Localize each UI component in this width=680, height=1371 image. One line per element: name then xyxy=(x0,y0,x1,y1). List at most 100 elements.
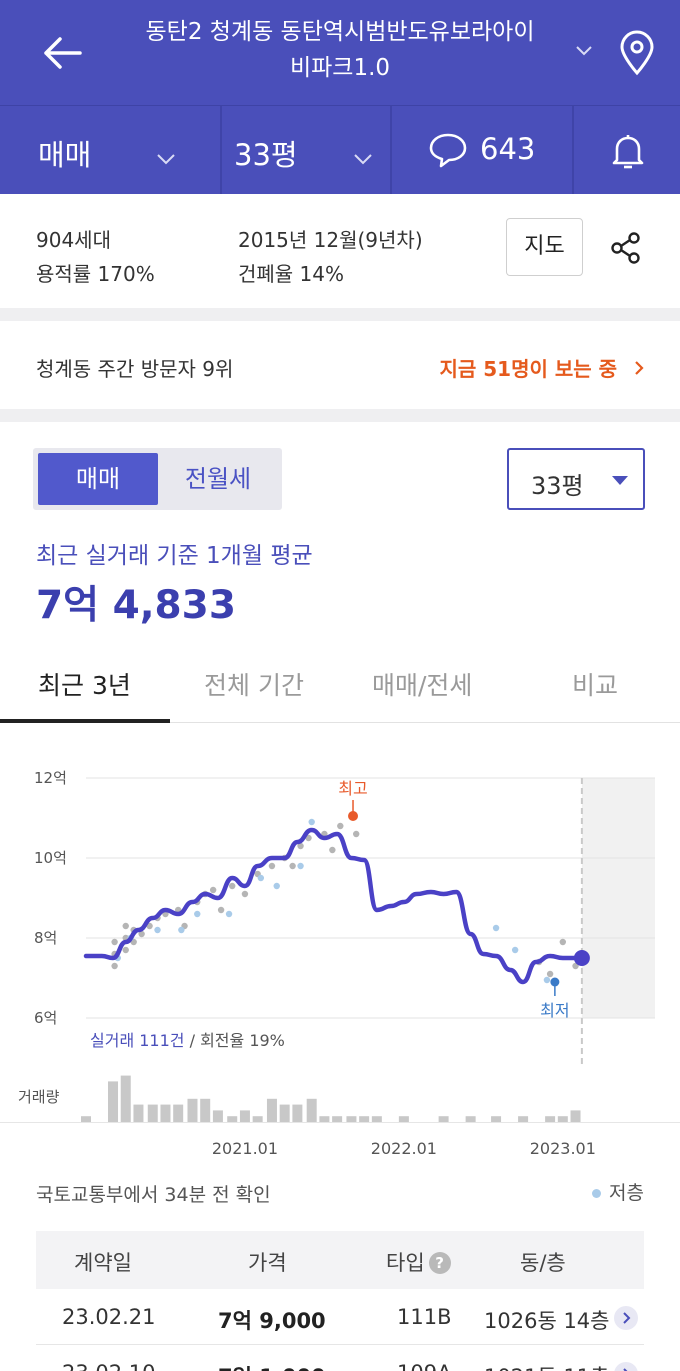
low-floor-trade-dot xyxy=(178,926,185,934)
chevron-down-icon xyxy=(352,140,374,174)
x-tick-label: 2022.01 xyxy=(371,1139,437,1158)
complex-title[interactable]: 동탄2 청계동 동탄역시범반도유보라아이 비파크1.0 xyxy=(108,14,572,86)
low-label: 최저 xyxy=(540,1001,569,1020)
built-date: 2015년 12월(9년차) xyxy=(238,228,423,252)
volume-bar xyxy=(438,1116,449,1122)
low-floor-label: 저층 xyxy=(609,1182,644,1204)
trades-table-header: 계약일 가격 타입? 동/층 xyxy=(36,1231,644,1289)
tab-sale-jeonse[interactable]: 매매/전세 xyxy=(372,671,473,700)
location-pin-icon xyxy=(620,30,654,76)
low-floor-legend: 저층 xyxy=(592,1178,644,1205)
chevron-down-icon[interactable] xyxy=(572,38,596,62)
chart-size-label: 33평 xyxy=(531,472,584,500)
x-axis: 2021.01 2022.01 2023.01 xyxy=(212,1139,596,1158)
volume-bar xyxy=(332,1116,343,1122)
tab-compare[interactable]: 비교 xyxy=(572,671,619,700)
volume-bar xyxy=(173,1104,184,1122)
turnover-rate: / 회전율 19% xyxy=(190,1031,285,1050)
deal-type-dropdown[interactable]: 매매 xyxy=(0,106,220,194)
y-tick-label: 6억 xyxy=(34,1009,57,1027)
volume-bar xyxy=(133,1104,144,1122)
chevron-down-icon xyxy=(155,140,177,174)
trade-dot xyxy=(268,862,276,870)
notification-button[interactable] xyxy=(574,106,680,194)
comments-button[interactable]: 643 xyxy=(392,106,572,194)
low-floor-trade-dot xyxy=(194,910,201,918)
col-contract-date: 계약일 xyxy=(74,1251,132,1275)
divider xyxy=(220,106,222,194)
live-viewers-link[interactable]: 지금 51명이 보는 중 xyxy=(440,353,647,382)
size-dropdown[interactable]: 33평 xyxy=(222,106,390,194)
chevron-right-icon[interactable] xyxy=(614,1362,638,1371)
divider xyxy=(390,106,392,194)
chevron-right-icon xyxy=(635,361,644,375)
map-button[interactable]: 지도 xyxy=(506,218,583,276)
table-row[interactable]: 23.02.10 7억 1,000 109A 1021동 11층 xyxy=(36,1345,644,1371)
caret-down-icon xyxy=(612,476,628,485)
low-floor-trade-dot xyxy=(308,818,315,826)
divider xyxy=(572,106,574,194)
volume-bar xyxy=(212,1110,223,1122)
col-type-label: 타입 xyxy=(386,1251,425,1275)
col-type: 타입? xyxy=(386,1247,451,1277)
toggle-rent[interactable]: 전월세 xyxy=(184,465,252,493)
complex-title-line1: 동탄2 청계동 동탄역시범반도유보라아이 xyxy=(145,19,535,45)
y-tick-label: 10억 xyxy=(34,849,67,867)
household-count: 904세대 xyxy=(36,228,111,252)
volume-bar xyxy=(239,1110,250,1122)
section-divider xyxy=(0,308,680,321)
bell-icon xyxy=(610,132,646,177)
trades-count: 실거래 111건 xyxy=(90,1031,190,1050)
share-button[interactable] xyxy=(608,230,644,266)
tab-recent-3y[interactable]: 최근 3년 xyxy=(38,671,131,700)
row-divider xyxy=(36,1344,644,1345)
speech-bubble-icon xyxy=(428,132,468,175)
toggle-sale[interactable]: 매매 xyxy=(38,453,158,505)
table-row[interactable]: 23.02.21 7억 9,000 111B 1026동 14층 xyxy=(36,1289,644,1345)
low-floor-trade-dot xyxy=(511,946,519,954)
row-price: 7억 1,000 xyxy=(218,1361,326,1371)
volume-bar xyxy=(292,1104,303,1122)
price-line xyxy=(83,827,585,985)
volume-bar xyxy=(160,1104,171,1122)
future-shade xyxy=(581,778,655,1018)
trade-dot xyxy=(297,842,304,850)
volume-bar xyxy=(120,1075,131,1122)
volume-bar xyxy=(81,1116,91,1122)
trade-dot xyxy=(138,930,145,938)
deal-type-toggle: 매매 전월세 xyxy=(33,448,282,510)
active-tab-indicator xyxy=(0,719,170,723)
back-button[interactable] xyxy=(38,28,88,78)
visitor-banner[interactable]: 청계동 주간 방문자 9위 지금 51명이 보는 중 xyxy=(0,321,680,409)
section-divider xyxy=(0,409,680,422)
volume-bar xyxy=(518,1116,529,1122)
volume-bar xyxy=(187,1098,198,1122)
y-tick-label: 12억 xyxy=(34,769,67,787)
volume-bar xyxy=(147,1104,158,1122)
building-coverage-ratio: 건폐율 14% xyxy=(238,262,345,286)
volume-bar xyxy=(371,1116,382,1122)
trade-dot xyxy=(111,962,118,970)
chevron-right-icon[interactable] xyxy=(614,1306,638,1330)
trade-dot xyxy=(559,938,567,946)
row-date: 23.02.21 xyxy=(62,1305,156,1329)
volume-label: 거래량 xyxy=(18,1088,60,1106)
help-icon[interactable]: ? xyxy=(428,1252,451,1274)
x-tick-label: 2021.01 xyxy=(212,1139,278,1158)
filter-bar: 매매 33평 643 xyxy=(0,105,680,194)
tab-all-period[interactable]: 전체 기간 xyxy=(204,671,304,700)
period-tabs: 최근 3년 전체 기간 매매/전세 비교 xyxy=(0,656,680,723)
average-price-label: 최근 실거래 기준 1개월 평균 xyxy=(36,543,313,569)
volume-bar xyxy=(266,1098,277,1122)
volume-bar xyxy=(359,1116,370,1122)
trade-dot xyxy=(329,846,336,854)
floor-area-ratio: 용적률 170% xyxy=(36,262,155,286)
current-point xyxy=(573,950,590,966)
back-arrow-icon xyxy=(44,37,82,69)
location-pin-button[interactable] xyxy=(614,28,660,78)
trades-summary: 실거래 111건 / 회전율 19% xyxy=(90,1031,285,1050)
chart-size-select[interactable]: 33평 xyxy=(507,448,645,510)
trade-dot xyxy=(209,886,217,894)
volume-bar xyxy=(306,1098,317,1122)
